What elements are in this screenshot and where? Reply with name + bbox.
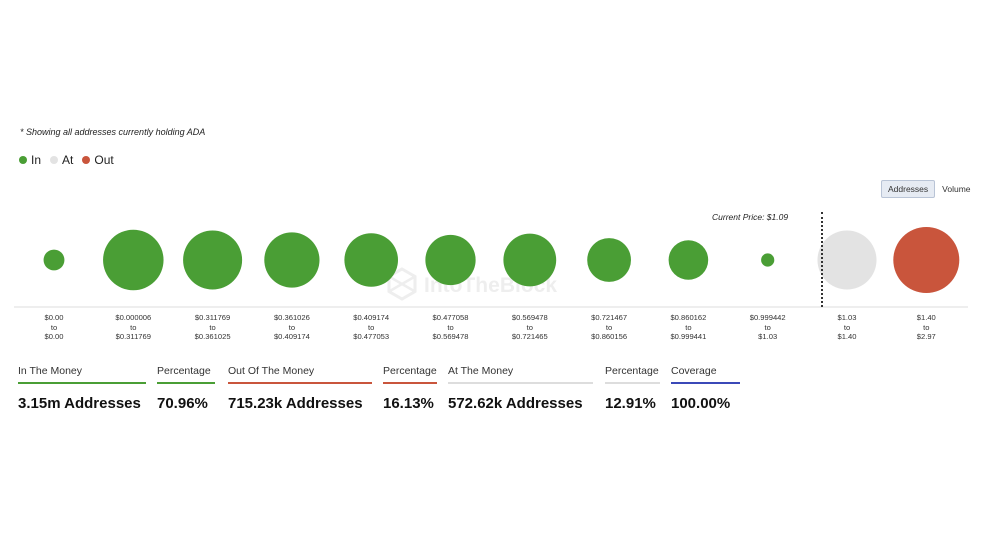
tick-from: $0.000006 <box>115 313 152 322</box>
tick-to: $0.569478 <box>432 332 469 342</box>
legend-item-in[interactable]: In <box>19 153 41 167</box>
x-tick-label: $1.40 to $2.97 <box>891 313 961 342</box>
stat-at-the-money: At The Money 572.62k Addresses <box>448 365 593 412</box>
tick-to: $0.409174 <box>273 332 310 342</box>
tick-to-word: to <box>843 322 851 332</box>
x-tick-label: $0.569478 to $0.721465 <box>495 313 565 342</box>
tick-from: $0.860162 <box>670 313 707 322</box>
legend-item-at[interactable]: At <box>50 153 73 167</box>
x-tick-label: $0.999442 to $1.03 <box>733 313 803 342</box>
bubble-in[interactable] <box>668 240 709 280</box>
legend-item-out[interactable]: Out <box>82 153 114 167</box>
tick-to: $0.721465 <box>511 332 548 342</box>
tick-from: $0.311769 <box>194 313 231 322</box>
bubble-in[interactable] <box>103 229 164 291</box>
current-price-line <box>821 212 823 307</box>
addresses-toggle-button[interactable]: Addresses <box>881 180 936 198</box>
stat-label: Coverage <box>671 365 740 384</box>
x-tick-label: $0.860162 to $0.999441 <box>653 313 723 342</box>
tick-from: $0.409174 <box>353 313 390 322</box>
stat-coverage: Coverage 100.00% <box>671 365 740 412</box>
tick-to: $0.311769 <box>115 332 151 342</box>
tick-to-word: to <box>130 322 137 332</box>
stat-at-percentage: Percentage 12.91% <box>605 365 660 412</box>
stat-value: 12.91% <box>605 395 656 412</box>
legend-dot-at <box>50 156 59 164</box>
x-tick-label: $0.311769 to $0.361025 <box>178 313 248 342</box>
x-tick-label: $0.721467 to $0.860156 <box>574 313 644 342</box>
tick-to: $1.40 <box>837 332 857 342</box>
tick-from: $0.477058 <box>432 313 469 322</box>
holders-note: * Showing all addresses currently holdin… <box>20 127 206 137</box>
stat-value: 100.00% <box>671 395 731 412</box>
stat-value: 715.23k Addresses <box>228 395 363 412</box>
bubble-in[interactable] <box>425 234 476 286</box>
stat-out-percentage: Percentage 16.13% <box>383 365 437 412</box>
tick-from: $0.00 <box>44 313 64 322</box>
x-tick-label: $0.477058 to $0.569478 <box>416 313 486 342</box>
stat-value: 3.15m Addresses <box>18 395 141 412</box>
stat-label: In The Money <box>18 365 146 384</box>
stat-value: 572.62k Addresses <box>448 395 583 412</box>
tick-to: $0.477053 <box>353 332 390 342</box>
tick-to: $0.361025 <box>194 332 231 342</box>
tick-to-word: to <box>447 322 454 332</box>
tick-to-word: to <box>764 322 771 332</box>
tick-to: $0.860156 <box>591 332 628 342</box>
bubble-in[interactable] <box>264 232 320 288</box>
bubble-in[interactable] <box>43 249 65 271</box>
tick-to: $0.999441 <box>670 332 707 342</box>
x-tick-label: $0.409174 to $0.477053 <box>336 313 406 342</box>
bubble-in[interactable] <box>503 233 557 287</box>
bubble-in[interactable] <box>183 230 243 290</box>
tick-to: $2.97 <box>916 332 936 342</box>
x-tick-label: $0.00 to $0.00 <box>19 313 89 342</box>
x-tick-label: $0.361026 to $0.409174 <box>257 313 327 342</box>
stat-label: Percentage <box>157 365 215 384</box>
x-tick-label: $0.000006 to $0.311769 <box>98 313 168 342</box>
tick-from: $0.721467 <box>591 313 628 322</box>
legend-dot-out <box>82 156 91 164</box>
x-tick-label: $1.03 to $1.40 <box>812 313 882 342</box>
legend-label-in: In <box>31 153 42 167</box>
tick-from: $1.03 <box>837 313 857 322</box>
legend-dot-in <box>19 156 27 164</box>
bubble-in[interactable] <box>344 233 399 287</box>
stat-out-of-the-money: Out Of The Money 715.23k Addresses <box>228 365 372 412</box>
current-price-label: Current Price: $1.09 <box>712 212 789 222</box>
tick-from: $0.361026 <box>273 313 310 322</box>
stat-value: 70.96% <box>157 395 208 412</box>
bubble-in[interactable] <box>587 238 631 282</box>
bubble-at[interactable] <box>817 230 877 290</box>
tick-from: $0.569478 <box>511 313 548 322</box>
tick-from: $0.999442 <box>749 313 786 322</box>
tick-to-word: to <box>605 322 613 332</box>
tick-to-word: to <box>209 322 216 332</box>
stat-value: 16.13% <box>383 395 434 412</box>
stat-label: At The Money <box>448 365 593 384</box>
bubble-chart: IntoTheBlock <box>14 227 968 308</box>
tick-to-word: to <box>288 322 296 332</box>
tick-to-word: to <box>526 322 533 332</box>
chart-legend: In At Out <box>19 153 123 167</box>
tick-to: $1.03 <box>758 332 778 342</box>
volume-toggle-button[interactable]: Volume <box>942 184 971 194</box>
legend-label-out: Out <box>94 153 114 167</box>
bubble-in[interactable] <box>761 253 775 267</box>
legend-label-at: At <box>62 153 74 167</box>
stat-in-the-money: In The Money 3.15m Addresses <box>18 365 146 412</box>
tick-to-word: to <box>923 322 930 332</box>
stat-label: Percentage <box>383 365 437 384</box>
tick-to: $0.00 <box>44 332 64 342</box>
bubble-out[interactable] <box>893 227 960 293</box>
tick-from: $1.40 <box>916 313 936 322</box>
tick-to-word: to <box>685 322 692 332</box>
bubbles-group <box>43 227 960 293</box>
stat-label: Percentage <box>605 365 660 384</box>
stat-label: Out Of The Money <box>228 365 372 384</box>
stat-in-percentage: Percentage 70.96% <box>157 365 215 412</box>
tick-to-word: to <box>368 322 375 332</box>
tick-to-word: to <box>50 322 58 332</box>
metric-toggle: Addresses Volume <box>881 180 978 198</box>
